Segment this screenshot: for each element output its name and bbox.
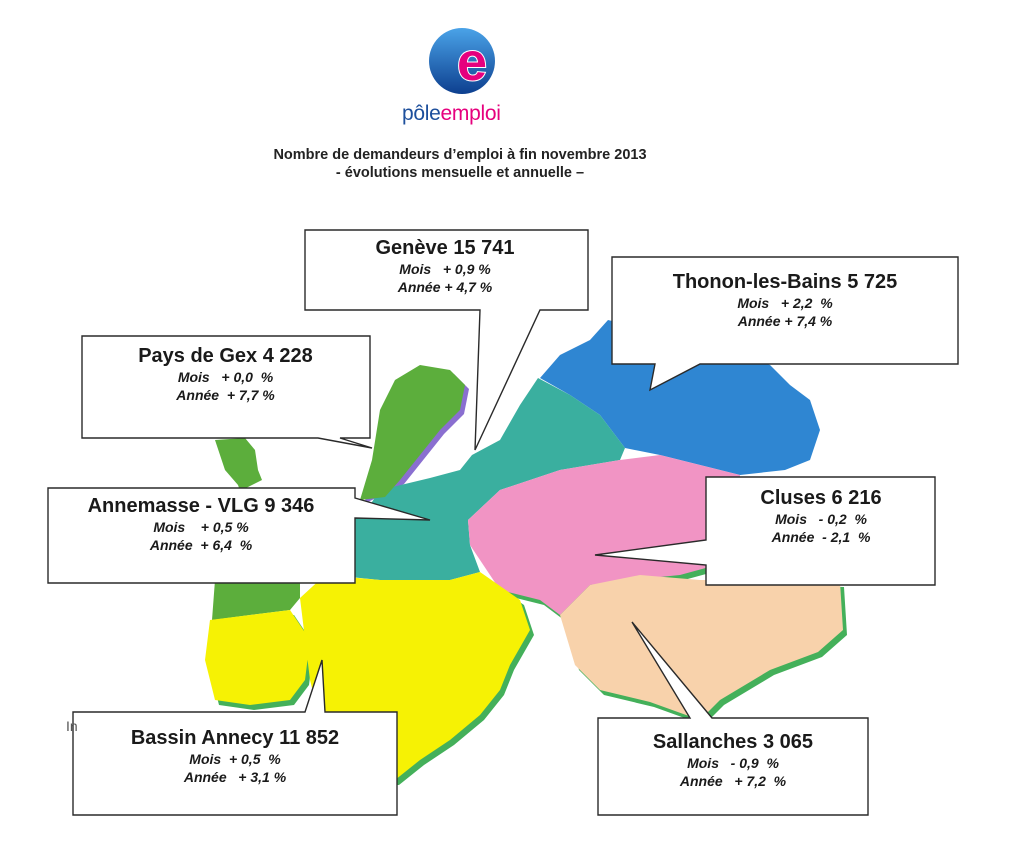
callout-sallanches-bubble: [597, 621, 869, 816]
logo-letter: e: [457, 32, 487, 92]
callout-geneve: Genève 15 741 Mois + 0,9 % Année + 4,7 %: [320, 236, 570, 296]
stray-text: In: [66, 718, 78, 734]
brand-name: pôleemploi: [402, 102, 501, 126]
callout-title: Annemasse - VLG 9 346: [56, 494, 346, 518]
callout-title: Cluses 6 216: [716, 486, 926, 510]
callout-annemasse-vlg: Annemasse - VLG 9 346 Mois + 0,5 % Année…: [56, 494, 346, 554]
brand-name-part2: emploi: [440, 102, 501, 125]
zone-value: 6 216: [831, 487, 882, 509]
callout-thonon-les-bains: Thonon-les-Bains 5 725 Mois + 2,2 % Anné…: [625, 270, 945, 330]
zone-value: 11 852: [279, 727, 340, 749]
zone-annee: Année + 7,2 %: [679, 773, 787, 789]
region-annemasse: [310, 378, 625, 582]
callout-cluses-bubble: [594, 476, 936, 586]
callout-pays-de-gex: Pays de Gex 4 228 Mois + 0,0 % Année + 7…: [98, 344, 353, 404]
brand-name-part1: pôle: [402, 102, 441, 125]
zone-annee: Année - 2,1 %: [771, 529, 871, 545]
region-cluses: [468, 455, 740, 615]
zone-value: 4 228: [262, 345, 313, 367]
zone-annee: Année + 3,1 %: [183, 769, 287, 785]
zone-name: Sallanches: [652, 731, 758, 753]
pole-emploi-logo-icon: e: [429, 28, 495, 94]
callout-title: Genève 15 741: [320, 236, 570, 260]
zone-mois: Mois + 0,0 %: [177, 369, 274, 385]
zone-value: 9 346: [264, 495, 315, 517]
zone-name: Genève: [375, 237, 448, 259]
callout-title: Pays de Gex 4 228: [98, 344, 353, 368]
callout-thonon-bubble: [611, 256, 959, 392]
page-title: Nombre de demandeurs d’emploi à fin nove…: [273, 147, 647, 163]
callout-pays-de-gex-bubble: [81, 335, 373, 449]
zone-annee: Année + 7,4 %: [737, 313, 833, 329]
zone-value: 15 741: [453, 237, 515, 259]
zone-value: 3 065: [763, 731, 814, 753]
zone-mois: Mois + 0,5 %: [153, 519, 249, 535]
callout-annemasse-bubble: [47, 487, 431, 584]
zone-mois: Mois - 0,9 %: [687, 755, 779, 771]
zone-annee: Année + 6,4 %: [149, 537, 253, 553]
callout-annecy-bubble: [72, 659, 398, 816]
zone-mois: Mois + 0,9 %: [399, 261, 491, 277]
zone-mois: Mois + 0,5 %: [189, 751, 281, 767]
zone-name: Pays de Gex: [138, 345, 258, 367]
zone-mois: Mois + 2,2 %: [737, 295, 833, 311]
zone-name: Bassin Annecy: [130, 727, 274, 749]
zone-value: 5 725: [847, 271, 898, 293]
region-pays-de-gex: [360, 365, 465, 500]
callouts: [47, 229, 959, 816]
callout-sallanches: Sallanches 3 065 Mois - 0,9 % Année + 7,…: [608, 730, 858, 790]
zone-mois: Mois - 0,2 %: [775, 511, 867, 527]
region-sallanches: [560, 575, 843, 720]
zone-name: Cluses: [760, 487, 826, 509]
zone-annee: Année + 7,7 %: [176, 387, 275, 403]
callout-bassin-annecy: Bassin Annecy 11 852 Mois + 0,5 % Année …: [82, 726, 388, 786]
callout-cluses: Cluses 6 216 Mois - 0,2 % Année - 2,1 %: [716, 486, 926, 546]
zone-name: Annemasse - VLG: [87, 495, 259, 517]
callout-geneve-bubble: [304, 229, 589, 451]
zone-annee: Année + 4,7 %: [397, 279, 493, 295]
region-map: [205, 320, 847, 785]
page-subtitle: - évolutions mensuelle et annuelle –: [335, 165, 585, 181]
callout-title: Thonon-les-Bains 5 725: [625, 270, 945, 294]
callout-title: Bassin Annecy 11 852: [82, 726, 388, 750]
callout-title: Sallanches 3 065: [608, 730, 858, 754]
zone-name: Thonon-les-Bains: [672, 271, 842, 293]
